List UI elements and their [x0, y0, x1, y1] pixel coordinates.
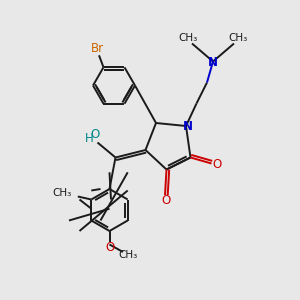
Text: O: O: [105, 241, 114, 254]
Text: O: O: [162, 194, 171, 208]
Text: N: N: [208, 56, 218, 69]
Text: CH₃: CH₃: [52, 188, 72, 198]
Text: O: O: [212, 158, 221, 172]
Text: Br: Br: [91, 42, 104, 55]
Text: H: H: [85, 132, 94, 146]
Text: N: N: [182, 120, 193, 133]
Text: O: O: [91, 128, 100, 142]
Text: CH₃: CH₃: [179, 33, 198, 43]
Text: CH₃: CH₃: [228, 33, 247, 43]
Text: CH₃: CH₃: [119, 250, 138, 260]
